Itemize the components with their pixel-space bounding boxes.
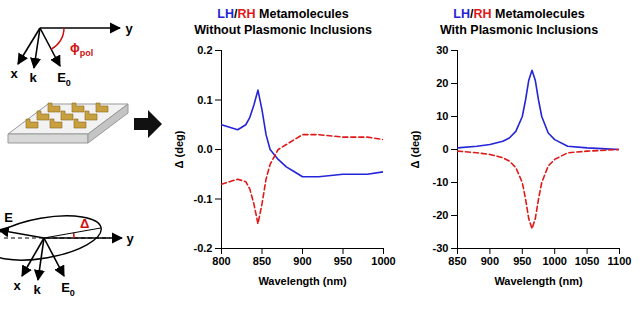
- svg-text:Wavelength (nm): Wavelength (nm): [258, 275, 347, 287]
- svg-text:E: E: [4, 210, 13, 225]
- html-text:LH / RH Metamolecules: LH / RH Metamolecules: [453, 7, 585, 21]
- svg-text:Δ (deg): Δ (deg): [173, 130, 185, 168]
- svg-text:-20: -20: [433, 209, 449, 221]
- svg-text:k: k: [33, 282, 41, 297]
- svg-text:-0.1: -0.1: [194, 193, 213, 205]
- svg-text:850: 850: [448, 255, 466, 267]
- svg-text:1000: 1000: [371, 255, 395, 267]
- svg-text:-30: -30: [433, 242, 449, 254]
- svg-text:Wavelength (nm): Wavelength (nm): [494, 275, 583, 287]
- svg-text:950: 950: [513, 255, 531, 267]
- svg-text:y: y: [125, 21, 133, 36]
- svg-text:y: y: [126, 231, 134, 246]
- svg-text:1100: 1100: [608, 255, 632, 267]
- svg-text:0.0: 0.0: [197, 143, 212, 155]
- svg-text:10: 10: [436, 110, 448, 122]
- svg-text:E0: E0: [57, 70, 71, 88]
- svg-text:1050: 1050: [575, 255, 599, 267]
- svg-text:-0.2: -0.2: [194, 242, 213, 254]
- svg-text:Δ (deg): Δ (deg): [409, 130, 421, 168]
- svg-text:k: k: [29, 70, 37, 85]
- svg-text:1000: 1000: [542, 255, 566, 267]
- svg-text:800: 800: [212, 255, 230, 267]
- svg-text:850: 850: [253, 255, 271, 267]
- svg-text:0.2: 0.2: [197, 44, 212, 56]
- svg-text:x: x: [13, 278, 21, 293]
- svg-text:-10: -10: [433, 176, 449, 188]
- svg-text:900: 900: [293, 255, 311, 267]
- svg-text:30: 30: [436, 44, 448, 56]
- svg-text:900: 900: [481, 255, 499, 267]
- svg-text:ϕpol: ϕpol: [70, 40, 93, 58]
- svg-text:x: x: [10, 66, 18, 81]
- svg-text:0: 0: [442, 143, 448, 155]
- svg-text:E0: E0: [61, 280, 75, 298]
- html-text:With Plasmonic Inclusions: With Plasmonic Inclusions: [439, 23, 599, 37]
- html-text:Without Plasmonic Inclusions: Without Plasmonic Inclusions: [194, 23, 372, 37]
- svg-text:20: 20: [436, 77, 448, 89]
- svg-text:950: 950: [334, 255, 352, 267]
- svg-text:0.1: 0.1: [197, 94, 212, 106]
- svg-text:Δ: Δ: [80, 216, 89, 231]
- html-text:LH / RH Metamolecules: LH / RH Metamolecules: [217, 7, 349, 21]
